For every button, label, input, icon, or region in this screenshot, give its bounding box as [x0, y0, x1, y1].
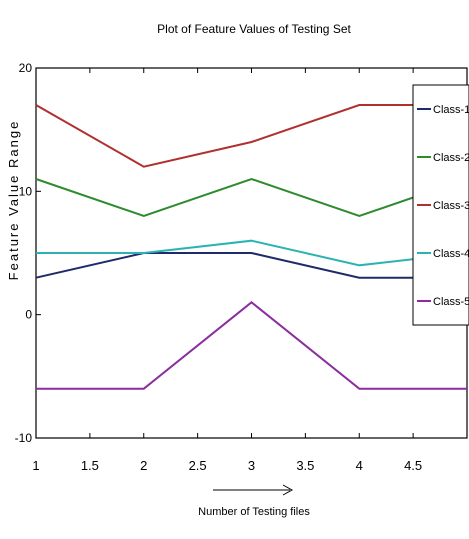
- chart-title: Plot of Feature Values of Testing Set: [157, 22, 351, 36]
- series-line: [35, 252, 467, 279]
- series-lines: [35, 104, 468, 390]
- y-tick-label: 10: [19, 184, 33, 198]
- legend-label: Class-4: [433, 248, 469, 260]
- series-line: [35, 177, 468, 218]
- series-line: [36, 239, 468, 267]
- y-tick-label: 0: [25, 308, 32, 322]
- y-axis-label: Feature Value Range: [6, 120, 21, 281]
- x-tick-label: 1.5: [81, 458, 99, 473]
- x-axis-arrow: [213, 484, 294, 496]
- x-tick-label: 4: [356, 458, 363, 473]
- legend-label: Class-2: [433, 152, 469, 164]
- y-tick-label: 20: [19, 61, 33, 75]
- x-axis-label: Number of Testing files: [198, 506, 310, 518]
- legend-label: Class-1: [433, 104, 469, 116]
- x-tick-label: 2.5: [189, 458, 207, 473]
- x-tick-label: 3.5: [296, 458, 314, 473]
- axis-ticks: 1 1.5 2 2.5 3 3.5 4 4.5 20 10 0 -10: [15, 61, 467, 473]
- series-line: [36, 301, 467, 390]
- series-line: [35, 104, 467, 168]
- legend-label: Class-3: [433, 200, 469, 212]
- x-tick-label: 2: [140, 458, 147, 473]
- x-tick-label: 1: [32, 458, 39, 473]
- legend-label: Class-5: [433, 296, 469, 308]
- x-tick-label: 4.5: [404, 458, 422, 473]
- x-tick-label: 3: [248, 458, 255, 473]
- legend: Class-1 Class-2 Class-3 Class-4 Class-5: [412, 84, 469, 326]
- y-tick-label: -10: [15, 431, 33, 445]
